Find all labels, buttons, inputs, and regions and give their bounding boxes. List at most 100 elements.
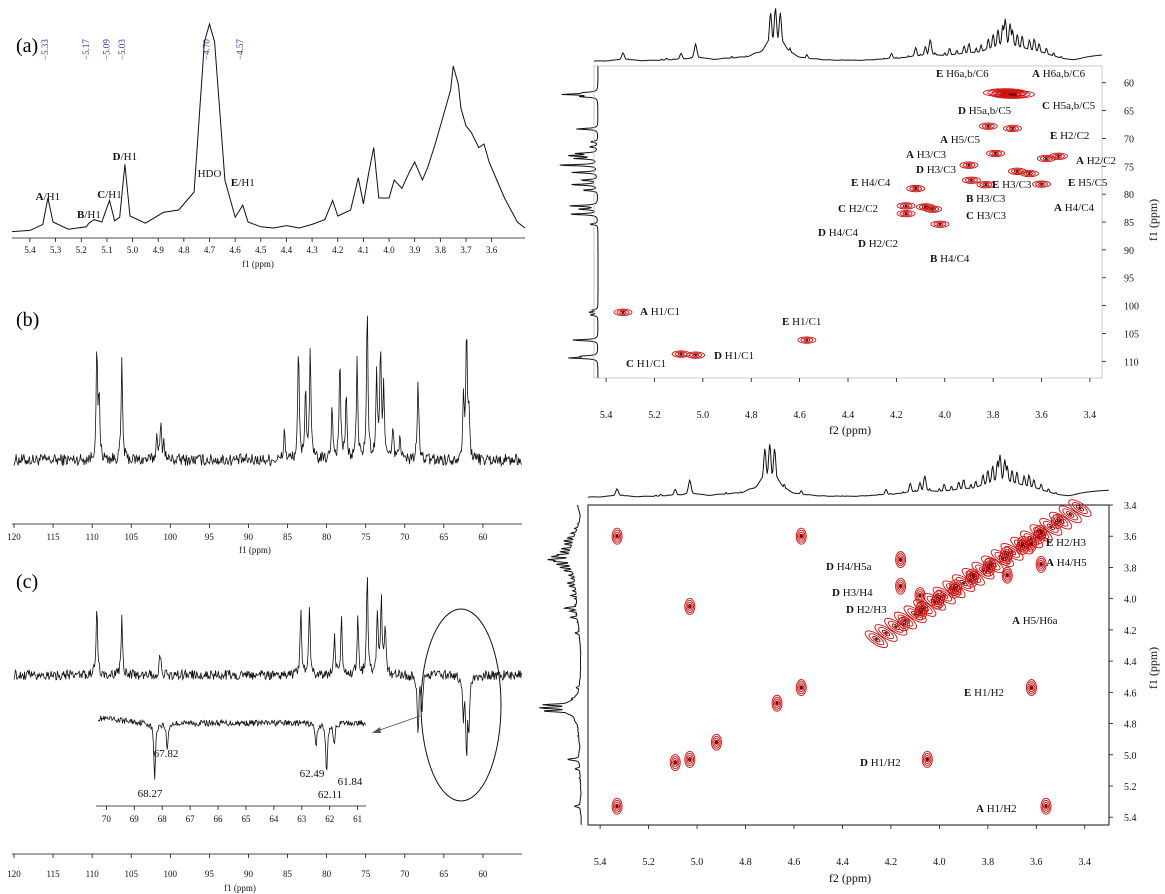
panel-c-inset-tick-label: 67 — [186, 814, 196, 824]
panel-c-inset-tick-label: 70 — [102, 814, 112, 824]
cosy-diagonal — [611, 499, 1092, 815]
hsqc-y-tick-label: 110 — [1124, 357, 1139, 368]
hsqc-crosspeak — [1003, 124, 1022, 133]
cosy-diagonal-peak — [669, 754, 681, 772]
cosy-top-projection — [588, 444, 1109, 498]
hsqc-crosspeak — [1036, 154, 1056, 163]
panel-a-shift-labels: −5.33 −5.17 −5.09 −5.03 −4.70 −4.57 — [40, 39, 245, 60]
panel-c-spectrum-line — [13, 577, 522, 757]
cosy-y-tick-label: 4.2 — [1124, 626, 1137, 637]
cosy-diagonal-peak — [611, 797, 623, 815]
panel-b-x-tick-label: 80 — [322, 532, 332, 542]
hsqc-crosspeak-label: E H6a,b/C6 — [936, 68, 989, 80]
panel-a-shift-label: −5.09 — [101, 39, 111, 60]
hsqc-crosspeak — [906, 184, 926, 193]
panel-c-inset-tick-label: 66 — [214, 814, 224, 824]
panel-a-peak-label: E/H1 — [231, 177, 255, 189]
cosy-x-tick-label: 5.4 — [594, 857, 607, 868]
panel-c-x-tick-label: 75 — [361, 869, 371, 879]
cosy-x-tick-label: 5.2 — [642, 857, 655, 868]
cosy-x-tick-label: 3.4 — [1079, 857, 1092, 868]
panel-a-x-ticks: 5.4 5.3 5.2 5.1 5.0 4.9 4.8 4.7 4.6 4.5 4.4 4.3 4.2 4… — [24, 238, 498, 255]
hsqc-crosspeak-label: B H4/C4 — [930, 253, 970, 265]
hsqc-side-projection — [559, 66, 599, 378]
cosy-offdiagonal-peak — [1034, 524, 1047, 540]
cosy-x-tick-label: 4.6 — [788, 857, 801, 868]
cosy-diagonal-peak — [684, 598, 696, 615]
panel-c-x-tick-label: 95 — [205, 869, 215, 879]
cosy-crosspeak-labels: E H2/H3 A H4/H5 D H4/H5a D H3/H4 D H2/H3 A H5… — [826, 537, 1087, 815]
panel-c-inset-tick-label: 62 — [325, 814, 334, 824]
cosy-crosspeaks — [895, 535, 1052, 815]
hsqc-crosspeak-label: C H3/C3 — [966, 210, 1007, 222]
panel-c-x-tick-label: 120 — [7, 869, 21, 879]
hsqc-crosspeak — [959, 161, 979, 169]
panel-a-x-tick-label: 3.9 — [409, 245, 421, 255]
hsqc-crosspeak-label: E H5/C5 — [1068, 177, 1108, 189]
hsqc-crosspeak — [923, 205, 943, 213]
panel-a-x-tick-label: 4.8 — [178, 245, 190, 255]
cosy-diagonal-peak — [795, 679, 807, 697]
cosy-diagonal-peak — [1058, 505, 1082, 524]
panel-c-inset-tick-label: 68 — [158, 814, 168, 824]
cosy-plot-frame — [587, 504, 1110, 826]
hsqc-crosspeak — [930, 220, 950, 228]
cosy-y-ticks: 3.4 3.6 3.8 4.0 4.2 4.4 4.6 4.8 5.0 5.2 5.4 — [1109, 501, 1137, 824]
panel-c-x-tick-label: 100 — [164, 869, 178, 879]
cosy-y-tick-label: 5.0 — [1124, 751, 1137, 762]
hsqc-crosspeak-label: B H3/C3 — [966, 193, 1006, 205]
hsqc-crosspeaks — [613, 88, 1068, 359]
hsqc-crosspeak-label: C H5a,b/C5 — [1042, 100, 1096, 112]
panel-a-peak-label: HDO — [198, 168, 222, 180]
panel-a-x-tick-label: 5.3 — [50, 245, 62, 255]
hsqc-crosspeak-label: D H3/C3 — [916, 164, 957, 176]
cosy-diagonal-peak — [874, 624, 898, 642]
hsqc-crosspeak — [896, 209, 916, 218]
cosy-crosspeak-label: D H3/H4 — [832, 587, 873, 599]
hsqc-x-tick-label: 4.8 — [745, 410, 758, 421]
panel-a-peak-label: B/H1 — [77, 209, 101, 221]
cosy-crosspeak — [1026, 679, 1037, 697]
cosy-offdiagonal-peak — [932, 590, 946, 606]
hsqc-y-tick-label: 100 — [1124, 302, 1139, 313]
cosy-diagonal-peak — [684, 750, 696, 768]
panel-c-x-tick-label: 85 — [283, 869, 293, 879]
panel-c-x-tick-label: 90 — [244, 869, 254, 879]
cosy-crosspeak-label: D H4/H5a — [826, 561, 872, 573]
panel-a-x-axis-title: f1 (ppm) — [242, 259, 274, 269]
panel-b-label: (b) — [16, 309, 39, 331]
cosy-crosspeak-label: D H1/H2 — [860, 757, 901, 769]
hsqc-x-tick-label: 4.6 — [793, 410, 806, 421]
hsqc-y-tick-label: 75 — [1124, 162, 1134, 173]
panel-b-x-tick-label: 60 — [478, 532, 488, 542]
hsqc-x-tick-label: 3.8 — [987, 410, 1000, 421]
hsqc-crosspeak-label: D H2/C2 — [858, 238, 898, 250]
panel-c-x-tick-label: 70 — [400, 869, 410, 879]
panel-b-x-tick-label: 75 — [361, 532, 371, 542]
panel-c-label: (c) — [16, 571, 38, 593]
hsqc-crosspeak-label: A H2/C2 — [1076, 155, 1116, 167]
cosy-crosspeak — [1001, 566, 1013, 584]
panel-a-shift-label: −5.17 — [81, 39, 91, 60]
hsqc-crosspeak — [686, 351, 706, 359]
cosy-y-tick-label: 3.4 — [1124, 501, 1137, 512]
hsqc-crosspeak-label: E H2/C2 — [1050, 130, 1089, 142]
hsqc-x-tick-label: 4.0 — [939, 410, 952, 421]
panel-b-x-ticks: 120 115 110 105 100 95 90 85 80 75 70 65 60 — [7, 524, 488, 542]
hsqc-y-ticks: 60 65 70 75 80 85 90 95 100 105 110 — [1102, 79, 1139, 368]
panel-c-x-tick-label: 105 — [124, 869, 138, 879]
hsqc-x-tick-label: 5.0 — [697, 410, 710, 421]
hsqc-crosspeak — [976, 181, 996, 189]
panel-c-zoom-arrow — [373, 715, 421, 733]
cosy-crosspeak — [1040, 797, 1052, 815]
panel-a-x-tick-label: 3.7 — [460, 245, 472, 255]
cosy-x-ticks: 5.4 5.2 5.0 4.8 4.6 4.4 4.2 4.0 3.8 3.6 3.4 — [594, 825, 1091, 868]
panel-c-x-tick-label: 115 — [46, 869, 60, 879]
panel-a-peak-label: D/H1 — [113, 151, 137, 163]
panel-a-x-tick-label: 5.1 — [101, 245, 112, 255]
cosy-x-tick-label: 4.4 — [836, 857, 849, 868]
panel-a-x-tick-label: 4.0 — [383, 245, 395, 255]
cosy-side-projection — [539, 504, 582, 825]
panel-c-x-tick-label: 80 — [322, 869, 332, 879]
